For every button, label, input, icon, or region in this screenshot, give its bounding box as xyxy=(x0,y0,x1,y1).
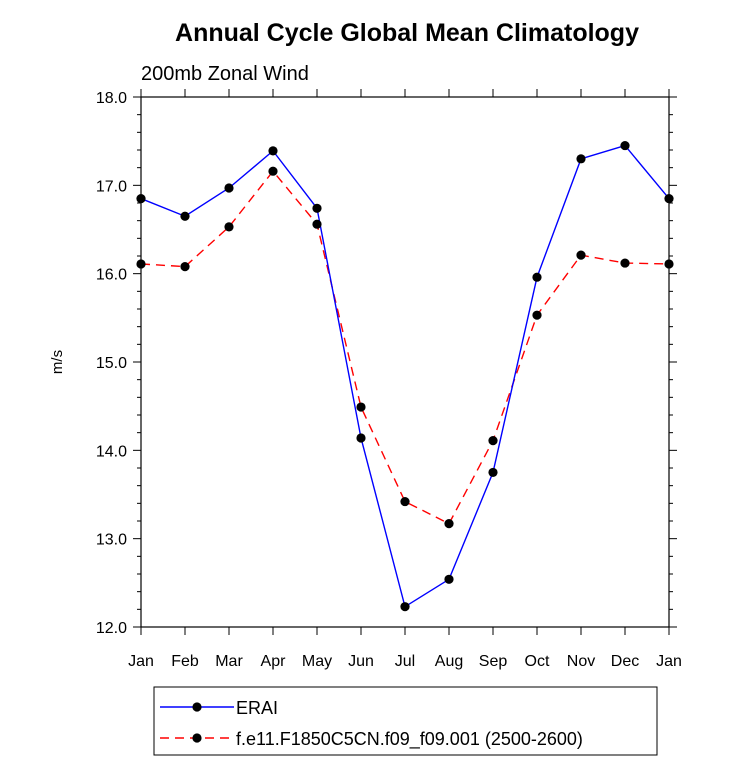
series-2-point xyxy=(620,258,630,268)
series-1-point xyxy=(576,154,586,164)
legend-label-2: f.e11.F1850C5CN.f09_f09.001 (2500-2600) xyxy=(236,729,583,750)
y-tick-label: 12.0 xyxy=(96,620,127,637)
series-2-point xyxy=(224,222,234,232)
legend-label-1: ERAI xyxy=(236,698,278,718)
series-1-point xyxy=(356,433,366,443)
x-tick-label: Mar xyxy=(215,653,243,670)
series-1-point xyxy=(180,211,190,221)
legend-marker-2 xyxy=(192,733,202,743)
legend: ERAI f.e11.F1850C5CN.f09_f09.001 (2500-26… xyxy=(153,686,658,756)
x-tick-label: Jan xyxy=(128,653,154,670)
series-line-2 xyxy=(140,170,670,525)
legend-marker-1 xyxy=(192,702,202,712)
y-tick-label: 15.0 xyxy=(96,355,127,372)
series-1-point xyxy=(664,193,674,204)
x-tick-label: Nov xyxy=(567,653,595,670)
series-2-point xyxy=(444,519,454,529)
x-tick-label: Jun xyxy=(348,653,374,670)
series-1-point xyxy=(400,602,410,612)
x-tick-label: Oct xyxy=(525,653,550,670)
y-tick-label: 14.0 xyxy=(96,443,127,460)
series-2-point xyxy=(180,262,190,272)
series-1-point xyxy=(488,467,498,478)
y-tick-label: 17.0 xyxy=(96,178,127,195)
y-tick-label: 16.0 xyxy=(96,267,127,284)
series-2-point xyxy=(664,259,674,269)
x-tick-label: Feb xyxy=(171,653,199,670)
series-1-point xyxy=(620,140,630,151)
series-2-point xyxy=(400,496,410,507)
x-tick-label: Dec xyxy=(611,653,639,670)
series-1-point xyxy=(444,574,454,584)
legend-box xyxy=(153,686,658,756)
series-1-point xyxy=(532,272,542,282)
series-1-point xyxy=(136,193,146,204)
x-tick-label: Apr xyxy=(261,653,287,670)
axes-layer: 12.0 13.0 14.0 15.0 16.0 17.0 18.0 Jan Feb Mar Apr… xyxy=(96,89,682,670)
series-line-1 xyxy=(140,144,670,608)
x-tick-label: Jan xyxy=(656,653,682,670)
series-2-point xyxy=(136,259,146,269)
chart-subtitle: 200mb Zonal Wind xyxy=(141,63,309,85)
series-1-point xyxy=(312,203,322,213)
series-1-point xyxy=(224,183,234,193)
x-tick-label: Sep xyxy=(479,653,508,670)
plot-frame xyxy=(140,96,670,628)
series-2-point xyxy=(532,310,542,320)
x-tick-label: Jul xyxy=(395,653,415,670)
y-axis-label: m/s xyxy=(49,350,66,374)
y-tick-label: 13.0 xyxy=(96,532,127,549)
series-2-point xyxy=(488,436,498,446)
x-tick-label: Aug xyxy=(435,653,463,670)
series-1-point xyxy=(268,146,278,156)
series-2-point xyxy=(356,402,366,412)
y-tick-label: 18.0 xyxy=(96,90,127,107)
series-2-point xyxy=(268,166,278,176)
series-2-point xyxy=(576,250,586,260)
series-layer xyxy=(136,140,674,612)
legend-items: ERAI f.e11.F1850C5CN.f09_f09.001 (2500-26… xyxy=(160,698,583,750)
chart-title: Annual Cycle Global Mean Climatology xyxy=(175,19,639,47)
series-2-point xyxy=(312,219,322,229)
x-tick-label: May xyxy=(302,653,332,670)
